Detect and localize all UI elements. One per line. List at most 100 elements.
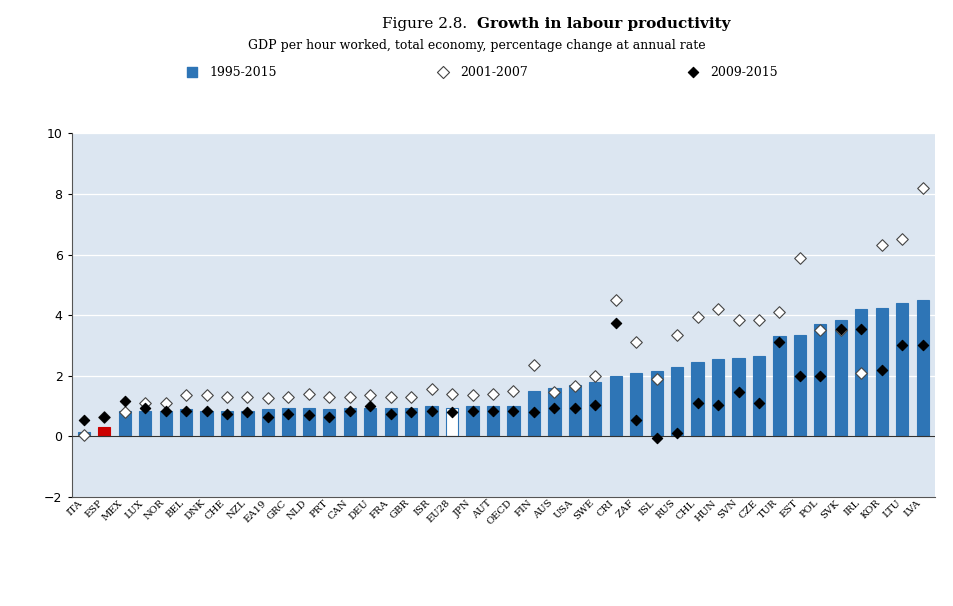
Bar	[98, 427, 111, 436]
Point	[771, 307, 786, 317]
Bar	[895, 303, 907, 436]
Point	[362, 401, 377, 411]
Bar	[548, 388, 560, 436]
Bar	[425, 406, 437, 436]
Point	[423, 406, 438, 416]
Point	[546, 402, 561, 412]
Point	[76, 430, 91, 440]
Point	[485, 406, 500, 416]
Bar	[650, 371, 662, 436]
Bar	[364, 407, 376, 436]
Point	[403, 407, 418, 417]
Point	[791, 371, 806, 381]
Point	[158, 398, 173, 408]
Point	[526, 407, 541, 417]
Point	[587, 371, 602, 381]
Point	[423, 384, 438, 394]
Bar	[118, 411, 131, 436]
Text: 1995-2015: 1995-2015	[210, 65, 277, 79]
Bar	[200, 411, 213, 436]
Point	[464, 406, 479, 416]
Bar	[323, 409, 335, 436]
Bar	[466, 406, 478, 436]
Point	[791, 253, 806, 262]
Point	[648, 433, 663, 442]
Point	[710, 304, 725, 314]
Point	[771, 338, 786, 347]
Point	[689, 398, 704, 408]
Point	[321, 412, 336, 422]
Bar	[609, 376, 621, 436]
Point	[239, 407, 254, 417]
Point	[185, 67, 200, 77]
Bar	[139, 411, 152, 436]
Point	[117, 396, 132, 406]
Point	[526, 360, 541, 370]
Point	[505, 406, 520, 416]
Point	[669, 428, 684, 438]
Point	[914, 341, 929, 350]
Bar	[261, 409, 274, 436]
Point	[137, 398, 152, 408]
Point	[435, 67, 450, 77]
Bar	[507, 406, 519, 436]
Bar	[405, 407, 416, 436]
Bar	[834, 319, 846, 436]
Point	[505, 386, 520, 396]
Point	[873, 241, 888, 250]
Bar	[159, 411, 172, 436]
Text: 2009-2015: 2009-2015	[710, 65, 778, 79]
Bar	[77, 431, 90, 436]
Point	[219, 392, 234, 402]
Bar	[629, 373, 641, 436]
Point	[76, 415, 91, 424]
Point	[464, 390, 479, 400]
Bar	[711, 359, 723, 436]
Point	[280, 392, 295, 402]
Bar	[568, 385, 580, 436]
Point	[832, 324, 847, 333]
Bar	[221, 411, 233, 436]
Point	[567, 382, 582, 391]
Bar	[445, 407, 457, 436]
Point	[567, 402, 582, 412]
Point	[301, 410, 316, 420]
Point	[914, 183, 929, 193]
Point	[260, 394, 275, 404]
Point	[260, 412, 275, 422]
Point	[239, 392, 254, 402]
Point	[342, 406, 357, 416]
Point	[199, 406, 214, 416]
Bar	[384, 407, 396, 436]
Bar	[180, 409, 193, 436]
Bar	[854, 309, 866, 436]
Text: 2001-2007: 2001-2007	[459, 65, 527, 79]
Point	[751, 398, 766, 408]
Bar	[527, 391, 539, 436]
Point	[178, 390, 193, 400]
Point	[280, 408, 295, 418]
Point	[137, 402, 152, 412]
Point	[669, 330, 684, 339]
Bar	[486, 406, 498, 436]
Point	[689, 311, 704, 321]
Point	[301, 389, 316, 399]
Point	[362, 390, 377, 400]
Point	[117, 407, 132, 417]
Point	[873, 365, 888, 375]
Text: Figure 2.8.: Figure 2.8.	[382, 17, 476, 31]
Point	[710, 400, 725, 410]
Point	[403, 392, 418, 402]
Bar	[752, 356, 764, 436]
Bar	[670, 367, 682, 436]
Point	[383, 392, 398, 402]
Point	[812, 325, 827, 335]
Point	[894, 235, 909, 244]
Bar	[793, 335, 805, 436]
Point	[96, 412, 112, 422]
Point	[730, 315, 745, 324]
Point	[178, 406, 193, 416]
Text: Growth in labour productivity: Growth in labour productivity	[476, 17, 730, 31]
Point	[587, 400, 602, 410]
Bar	[773, 336, 784, 436]
